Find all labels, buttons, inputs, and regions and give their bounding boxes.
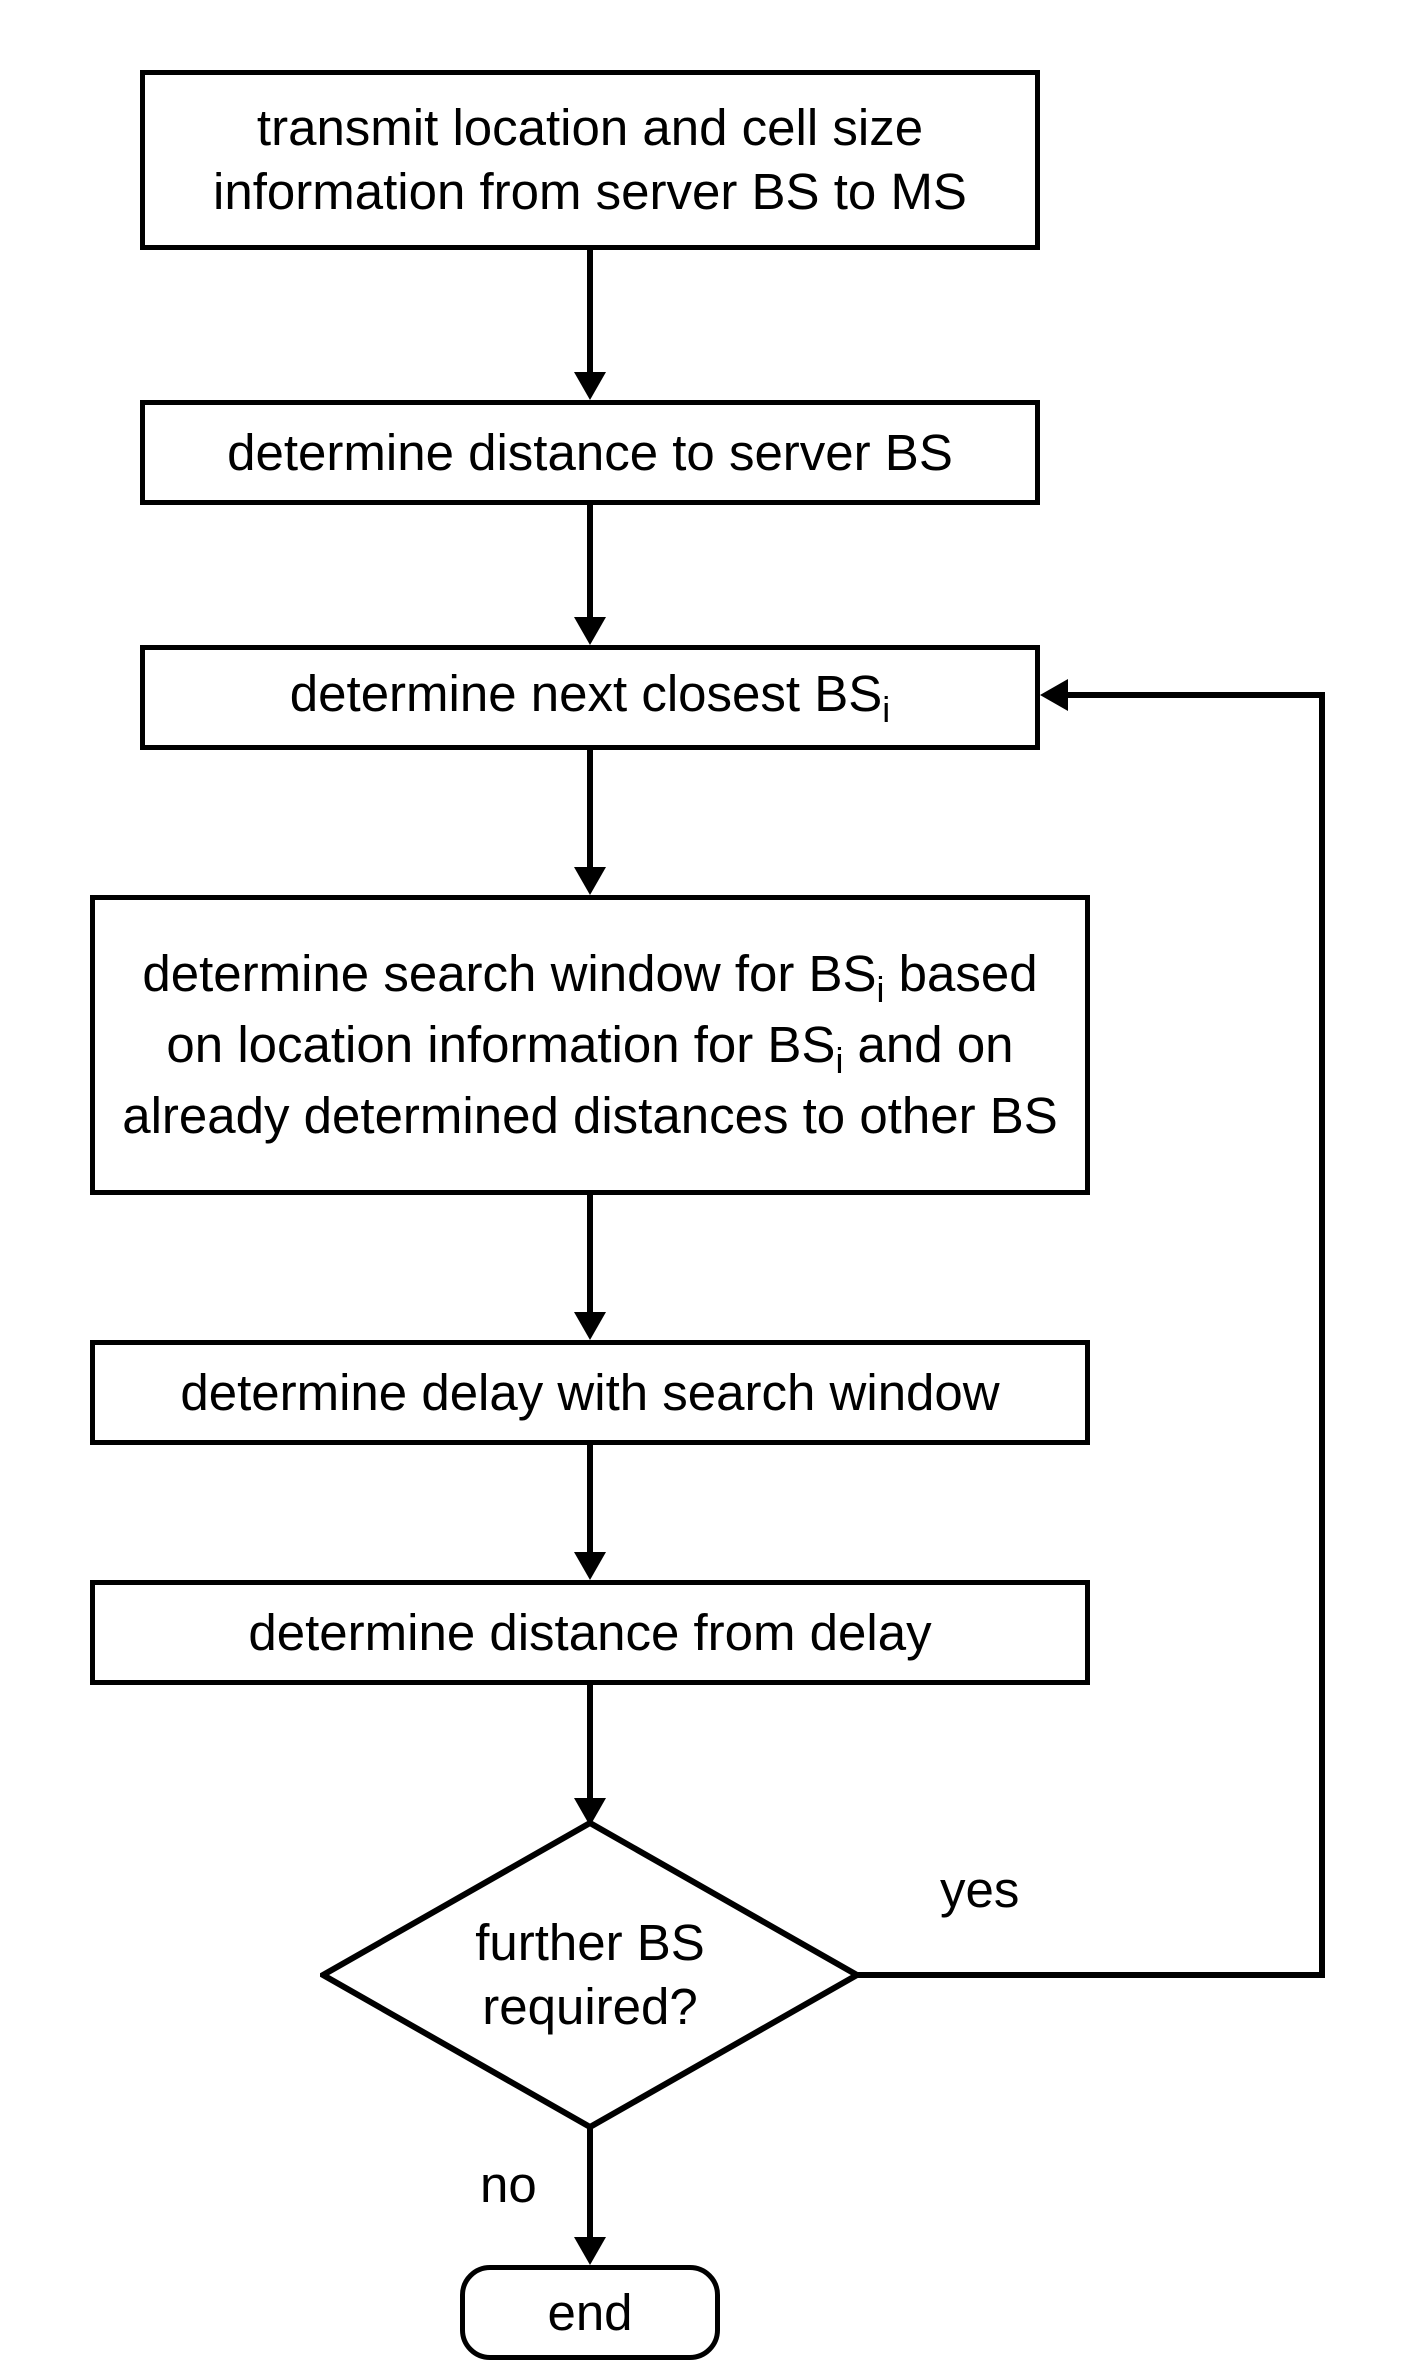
edge-n6-d1: [587, 1685, 593, 1798]
edge-n3-n4-head: [574, 867, 606, 895]
node-end: end: [460, 2265, 720, 2360]
node-distance-server-text: determine distance to server BS: [227, 421, 953, 485]
edge-n4-n5-head: [574, 1312, 606, 1340]
edge-yes-v: [1319, 695, 1325, 1978]
node-distance-server: determine distance to server BS: [140, 400, 1040, 505]
node-delay-text: determine delay with search window: [180, 1361, 999, 1425]
edge-yes-h2: [1068, 692, 1325, 698]
edge-d1-end: [587, 2127, 593, 2237]
label-yes: yes: [940, 1860, 1019, 1919]
edge-n5-n6: [587, 1445, 593, 1552]
node-distance-delay-text: determine distance from delay: [248, 1601, 931, 1665]
node-next-closest-text: determine next closest BSi: [290, 662, 890, 733]
node-search-window: determine search window for BSi based on…: [90, 895, 1090, 1195]
decision-further-bs: further BS required?: [320, 1820, 860, 2130]
flowchart-container: transmit location and cell size informat…: [0, 0, 1419, 2378]
edge-yes-h1: [857, 1972, 1325, 1978]
edge-n3-n4: [587, 750, 593, 867]
edge-n2-n3: [587, 505, 593, 617]
edge-n5-n6-head: [574, 1552, 606, 1580]
node-delay: determine delay with search window: [90, 1340, 1090, 1445]
edge-n2-n3-head: [574, 617, 606, 645]
edge-yes-head: [1040, 679, 1068, 711]
node-next-closest: determine next closest BSi: [140, 645, 1040, 750]
decision-text: further BS required?: [440, 1911, 740, 2039]
edge-n4-n5: [587, 1195, 593, 1312]
label-no: no: [480, 2155, 537, 2214]
edge-n1-n2-head: [574, 372, 606, 400]
edge-n1-n2: [587, 250, 593, 372]
edge-d1-end-head: [574, 2237, 606, 2265]
node-distance-delay: determine distance from delay: [90, 1580, 1090, 1685]
node-transmit: transmit location and cell size informat…: [140, 70, 1040, 250]
node-search-window-text: determine search window for BSi based on…: [115, 942, 1065, 1147]
node-end-text: end: [547, 2283, 632, 2342]
node-transmit-text: transmit location and cell size informat…: [165, 96, 1015, 224]
